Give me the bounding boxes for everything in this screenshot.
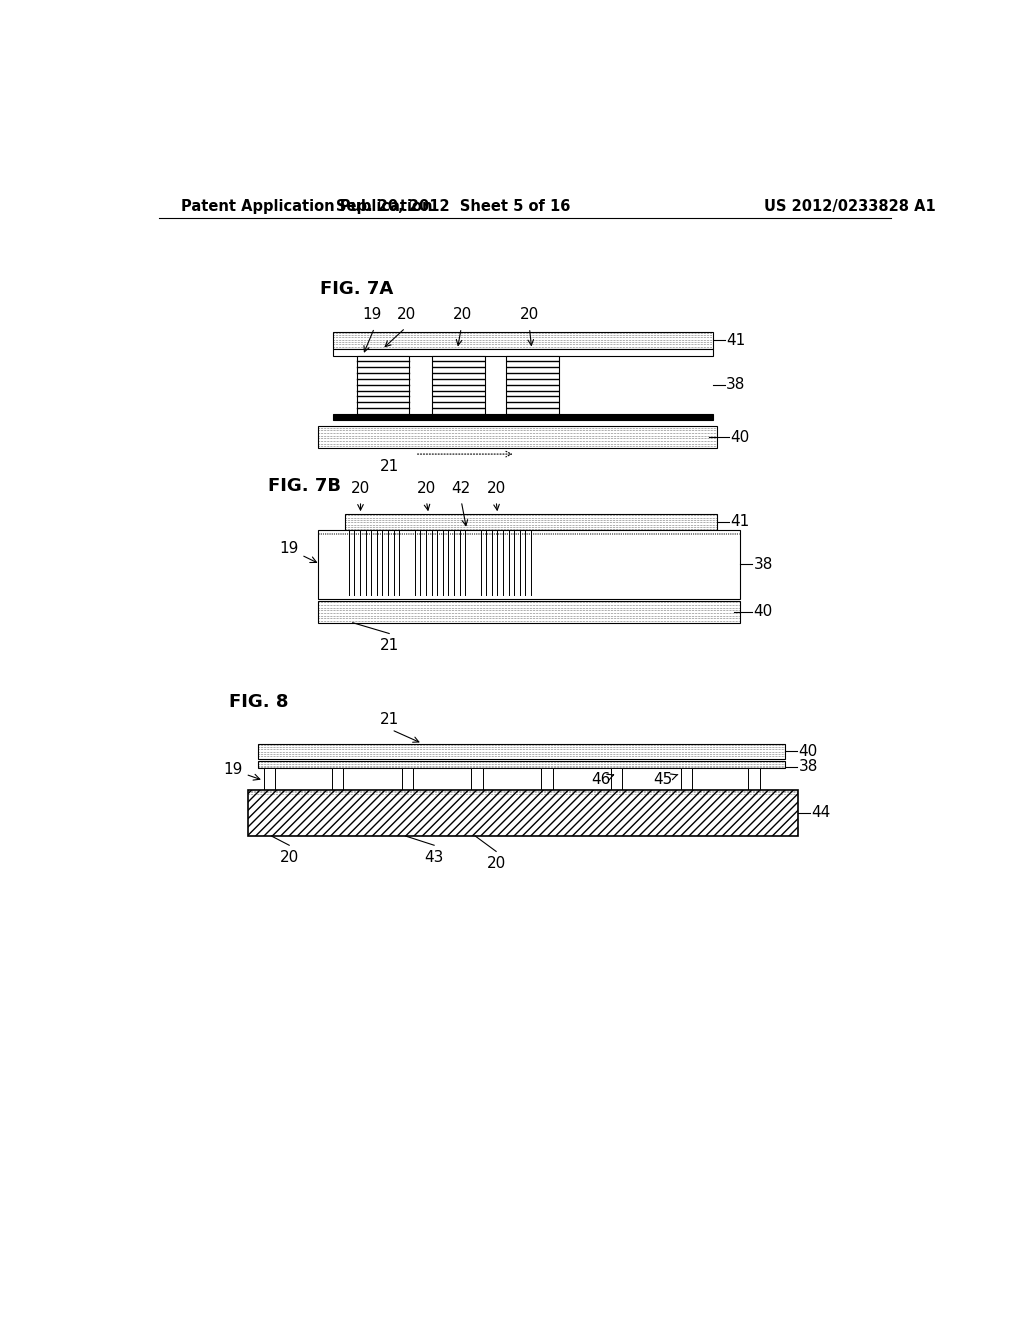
Text: 19: 19 bbox=[280, 541, 316, 562]
Bar bbox=[248, 789, 799, 836]
Bar bbox=[317, 426, 717, 447]
Bar bbox=[611, 768, 623, 789]
Text: 19: 19 bbox=[223, 763, 260, 780]
Bar bbox=[345, 515, 717, 529]
Text: 45: 45 bbox=[653, 772, 678, 788]
Text: 20: 20 bbox=[454, 308, 472, 322]
Bar bbox=[471, 768, 483, 789]
Text: 40: 40 bbox=[799, 743, 817, 759]
Bar bbox=[356, 355, 410, 414]
Text: 40: 40 bbox=[754, 605, 773, 619]
Text: 20: 20 bbox=[417, 480, 436, 496]
Bar bbox=[401, 768, 414, 789]
Text: 43: 43 bbox=[424, 850, 443, 865]
Text: FIG. 7B: FIG. 7B bbox=[267, 477, 341, 495]
Text: 41: 41 bbox=[730, 515, 750, 529]
Text: FIG. 8: FIG. 8 bbox=[228, 693, 288, 711]
Text: Sep. 20, 2012  Sheet 5 of 16: Sep. 20, 2012 Sheet 5 of 16 bbox=[336, 198, 570, 214]
Text: 38: 38 bbox=[754, 557, 773, 572]
Text: 38: 38 bbox=[799, 759, 818, 775]
Text: 40: 40 bbox=[730, 429, 750, 445]
Bar bbox=[317, 601, 740, 623]
Bar bbox=[681, 768, 692, 789]
Text: 20: 20 bbox=[520, 308, 539, 322]
Text: 21: 21 bbox=[380, 711, 399, 726]
Bar bbox=[334, 350, 713, 355]
Text: 21: 21 bbox=[380, 459, 399, 474]
Text: 20: 20 bbox=[486, 480, 506, 496]
Text: 21: 21 bbox=[380, 638, 398, 653]
Text: 20: 20 bbox=[397, 308, 417, 322]
Text: US 2012/0233828 A1: US 2012/0233828 A1 bbox=[764, 198, 935, 214]
Text: FIG. 7A: FIG. 7A bbox=[321, 280, 393, 298]
Text: 44: 44 bbox=[812, 805, 830, 821]
Text: 46: 46 bbox=[591, 772, 613, 788]
Text: 20: 20 bbox=[351, 480, 370, 496]
Bar bbox=[334, 414, 713, 420]
Bar bbox=[317, 529, 740, 599]
Text: Patent Application Publication: Patent Application Publication bbox=[180, 198, 432, 214]
Bar bbox=[332, 768, 343, 789]
Bar bbox=[432, 355, 484, 414]
Bar bbox=[506, 355, 559, 414]
Bar bbox=[263, 768, 275, 789]
Text: 41: 41 bbox=[726, 333, 745, 347]
Text: 42: 42 bbox=[452, 480, 471, 496]
Bar bbox=[258, 743, 785, 759]
Bar bbox=[748, 768, 760, 789]
Text: 38: 38 bbox=[726, 378, 745, 392]
Text: 19: 19 bbox=[362, 308, 382, 322]
Text: 20: 20 bbox=[486, 857, 506, 871]
Bar bbox=[334, 331, 713, 350]
Bar bbox=[258, 760, 785, 768]
Text: 20: 20 bbox=[280, 850, 299, 865]
Bar bbox=[541, 768, 553, 789]
